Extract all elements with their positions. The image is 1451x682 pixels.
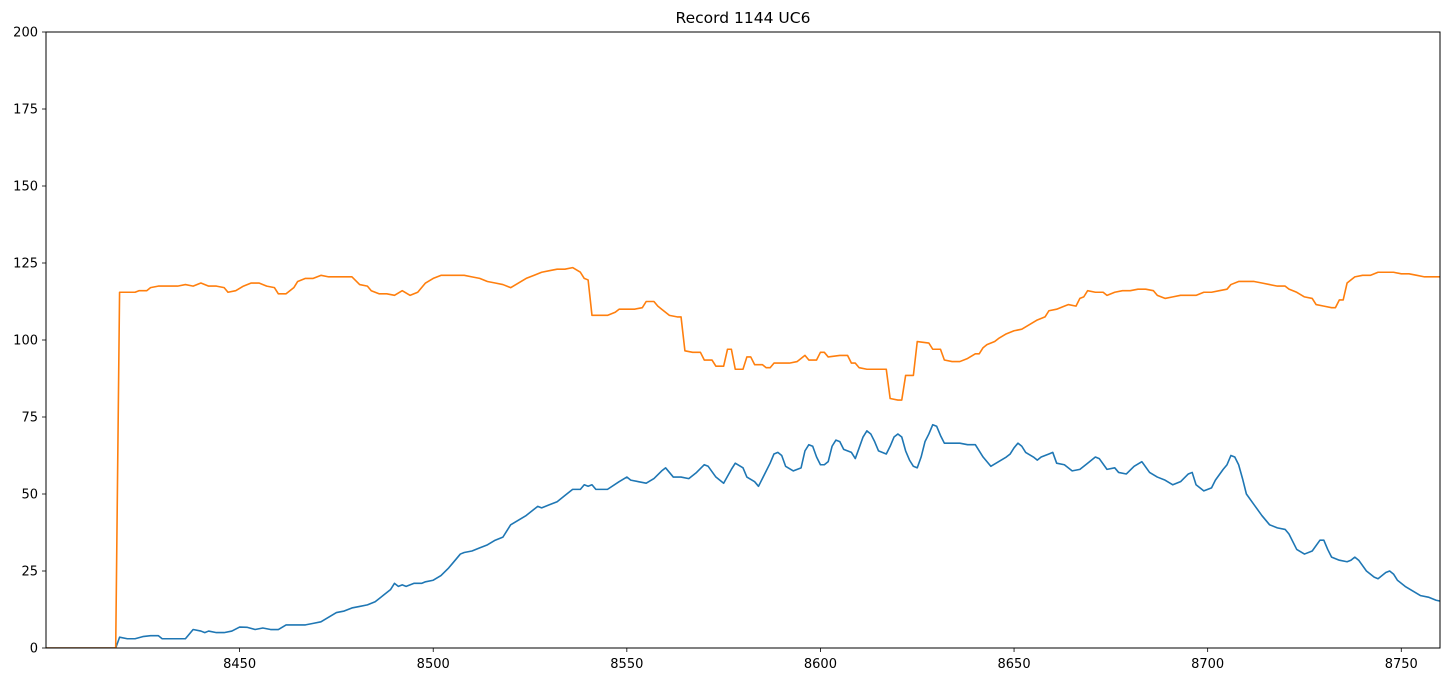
x-tick-label: 8550 — [610, 657, 643, 672]
x-axis: 8450 8500 8550 8600 8650 8700 8750 — [223, 648, 1418, 672]
series-line-1 — [46, 423, 1440, 648]
y-tick-label: 175 — [13, 103, 38, 118]
series-line-2 — [46, 266, 1440, 648]
chart-title: Record 1144 UC6 — [676, 9, 811, 27]
y-tick-label: 125 — [13, 257, 38, 272]
x-tick-label: 8700 — [1191, 657, 1224, 672]
y-tick-label: 100 — [13, 334, 38, 349]
y-tick-label: 200 — [13, 26, 38, 41]
x-tick-label: 8500 — [417, 657, 450, 672]
y-tick-label: 75 — [21, 411, 38, 426]
x-tick-label: 8600 — [804, 657, 837, 672]
x-tick-label: 8750 — [1385, 657, 1418, 672]
x-tick-label: 8450 — [223, 657, 256, 672]
x-tick-label: 8650 — [998, 657, 1031, 672]
y-tick-label: 50 — [21, 488, 38, 503]
series-layer — [46, 266, 1440, 648]
y-axis: 0 25 50 75 100 125 150 175 200 — [13, 26, 46, 657]
y-tick-label: 150 — [13, 180, 38, 195]
y-tick-label: 0 — [30, 642, 38, 657]
y-tick-label: 25 — [21, 565, 38, 580]
